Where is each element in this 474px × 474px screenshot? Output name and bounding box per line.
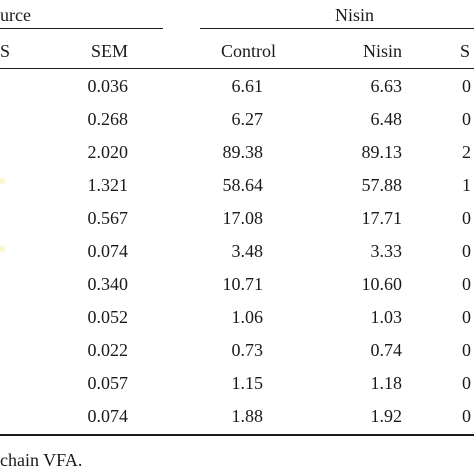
- col-header-s-fragment: S: [0, 41, 11, 61]
- cell-cut: 2: [462, 142, 471, 162]
- cell-sem: 0.567: [87, 208, 129, 228]
- cell-control: 1.06: [231, 307, 264, 327]
- cell-cut: 0: [462, 340, 471, 360]
- cell-control: 10.71: [222, 274, 264, 294]
- cell-nisin: 1.18: [370, 373, 403, 393]
- col-header-sem: SEM: [90, 41, 128, 61]
- col-header-nisin: Nisin: [362, 41, 402, 61]
- table-bottom-rule: [0, 434, 474, 436]
- cell-control: 1.15: [231, 373, 264, 393]
- cell-cut: 0: [462, 406, 471, 426]
- cell-nisin: 6.48: [370, 109, 403, 129]
- cell-sem: 0.052: [87, 307, 129, 327]
- cell-nisin: 6.63: [370, 76, 403, 96]
- highlight-mark: [0, 176, 7, 186]
- highlight-mark: [0, 244, 7, 254]
- cell-sem: 0.268: [87, 109, 129, 129]
- cell-nisin: 17.71: [361, 208, 403, 228]
- cell-control: 0.73: [231, 340, 264, 360]
- cell-cut: 1: [462, 175, 471, 195]
- cell-nisin: 89.13: [361, 142, 403, 162]
- cell-nisin: 0.74: [370, 340, 403, 360]
- cell-sem: 2.020: [87, 142, 129, 162]
- cell-sem: 0.022: [87, 340, 129, 360]
- cell-sem: 0.074: [87, 241, 129, 261]
- footnote: chain VFA.: [0, 450, 83, 470]
- cell-sem: 0.340: [87, 274, 129, 294]
- cell-cut: 0: [462, 373, 471, 393]
- cell-nisin: 57.88: [361, 175, 403, 195]
- group-header-nisin: Nisin: [335, 5, 375, 25]
- cell-cut: 0: [462, 307, 471, 327]
- cell-sem: 0.074: [87, 406, 129, 426]
- cell-control: 6.61: [231, 76, 264, 96]
- col-header-cut: S: [460, 41, 471, 61]
- group-rule-left: [0, 28, 163, 29]
- group-header-source-fragment: urce: [0, 5, 31, 25]
- cell-cut: 0: [462, 76, 471, 96]
- group-rule-nisin: [200, 28, 474, 29]
- cell-control: 89.38: [222, 142, 264, 162]
- cell-control: 1.88: [231, 406, 264, 426]
- cell-cut: 0: [462, 208, 471, 228]
- cell-sem: 0.057: [87, 373, 129, 393]
- cell-nisin: 1.03: [370, 307, 403, 327]
- cell-cut: 0: [462, 241, 471, 261]
- cell-sem: 1.321: [87, 175, 129, 195]
- cell-nisin: 1.92: [370, 406, 403, 426]
- cell-cut: 0: [462, 274, 471, 294]
- header-rule: [0, 68, 474, 69]
- cell-control: 17.08: [222, 208, 264, 228]
- col-header-control: Control: [220, 41, 276, 61]
- cell-control: 6.27: [231, 109, 264, 129]
- cell-nisin: 10.60: [361, 274, 403, 294]
- cell-nisin: 3.33: [370, 241, 403, 261]
- cell-cut: 0: [462, 109, 471, 129]
- cell-control: 3.48: [231, 241, 264, 261]
- cell-control: 58.64: [222, 175, 264, 195]
- cell-sem: 0.036: [87, 76, 129, 96]
